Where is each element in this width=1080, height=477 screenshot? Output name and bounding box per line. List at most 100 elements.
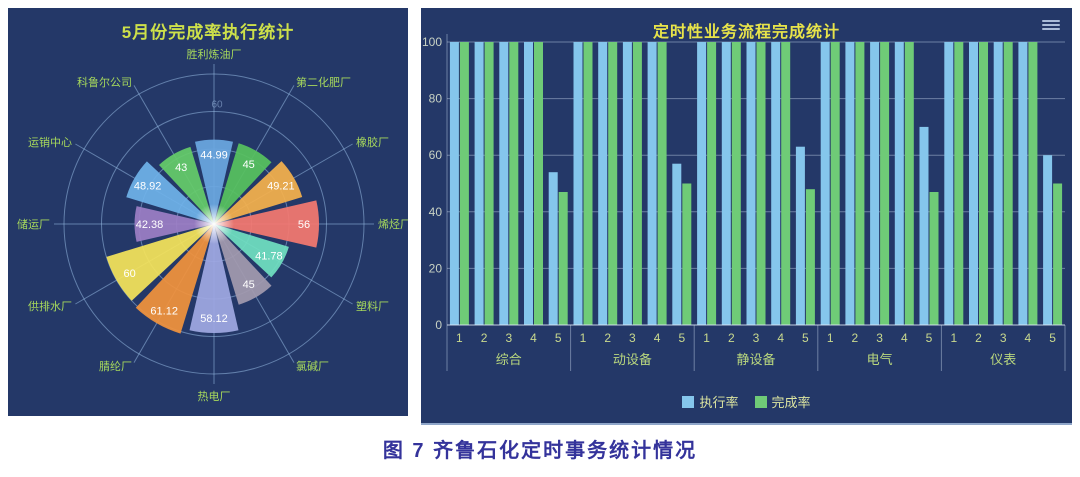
bar-执行率-电气-2[interactable] <box>845 42 855 325</box>
x-tick-label: 3 <box>753 331 760 345</box>
x-tick-label: 4 <box>654 331 661 345</box>
rose-sector-烯烃厂[interactable] <box>214 200 319 248</box>
bar-完成率-静设备-3[interactable] <box>756 42 766 325</box>
x-tick-label: 2 <box>728 331 735 345</box>
rose-sector-科鲁尔公司[interactable] <box>159 146 214 224</box>
bar-执行率-仪表-2[interactable] <box>969 42 978 325</box>
legend-item-完成率[interactable]: 完成率 <box>754 392 811 411</box>
bar-完成率-仪表-5[interactable] <box>1053 183 1063 326</box>
rose-sector-胜利炼油厂[interactable] <box>195 139 233 224</box>
bar-完成率-动设备-5[interactable] <box>682 183 692 326</box>
bar-完成率-电气-5[interactable] <box>929 192 939 325</box>
rose-sector-第二化肥厂[interactable] <box>214 143 272 224</box>
bar-完成率-电气-2[interactable] <box>855 42 865 325</box>
rose-sector-供排水厂[interactable] <box>106 224 214 301</box>
x-tick-label: 3 <box>1000 331 1007 345</box>
x-group-label: 综合 <box>496 352 522 367</box>
y-axis-tick-label: 60 <box>429 148 443 162</box>
bar-执行率-综合-2[interactable] <box>474 42 484 325</box>
rose-category-label: 氯碱厂 <box>296 359 329 373</box>
x-tick-label: 1 <box>456 331 463 345</box>
x-tick-label: 1 <box>950 331 957 345</box>
rose-category-label: 胜利炼油厂 <box>187 47 242 61</box>
bar-执行率-综合-3[interactable] <box>499 42 509 325</box>
x-tick-label: 4 <box>777 331 784 345</box>
bar-执行率-动设备-2[interactable] <box>598 42 608 325</box>
bar-完成率-综合-5[interactable] <box>558 192 568 325</box>
x-tick-label: 2 <box>481 331 488 345</box>
bar-完成率-综合-1[interactable] <box>459 42 469 325</box>
x-tick-label: 3 <box>629 331 636 345</box>
bar-chart-title: 定时性业务流程完成统计 <box>652 24 840 41</box>
bar-执行率-动设备-1[interactable] <box>573 42 583 325</box>
bar-完成率-动设备-1[interactable] <box>583 42 593 325</box>
bar-执行率-静设备-3[interactable] <box>746 42 756 325</box>
bar-执行率-综合-5[interactable] <box>548 172 558 325</box>
bar-完成率-仪表-1[interactable] <box>954 42 964 325</box>
bar-完成率-静设备-4[interactable] <box>781 42 791 325</box>
bar-执行率-仪表-5[interactable] <box>1043 155 1053 325</box>
bar-完成率-动设备-3[interactable] <box>632 42 642 325</box>
bar-完成率-仪表-2[interactable] <box>979 42 988 325</box>
bar-执行率-动设备-3[interactable] <box>622 42 632 325</box>
bar-完成率-综合-4[interactable] <box>534 42 543 325</box>
bar-完成率-动设备-2[interactable] <box>608 42 618 325</box>
y-axis-tick-label: 40 <box>429 205 443 219</box>
bar-执行率-动设备-5[interactable] <box>672 163 682 325</box>
x-group-label: 动设备 <box>613 352 652 367</box>
figure-caption: 图 7 齐鲁石化定时事务统计情况 <box>382 440 698 462</box>
rose-value-label: 60 <box>123 268 135 280</box>
bar-执行率-静设备-2[interactable] <box>721 42 731 325</box>
bar-执行率-电气-5[interactable] <box>919 126 929 326</box>
bar-完成率-仪表-4[interactable] <box>1028 42 1038 325</box>
rose-sector-橡胶厂[interactable] <box>214 161 303 224</box>
rose-value-label: 56 <box>298 219 310 231</box>
bar-执行率-综合-1[interactable] <box>449 42 459 325</box>
rose-category-label: 运销中心 <box>28 135 72 149</box>
rose-sector-氯碱厂[interactable] <box>214 224 272 305</box>
bar-完成率-综合-2[interactable] <box>484 42 494 325</box>
bar-执行率-静设备-1[interactable] <box>697 42 707 325</box>
legend-swatch <box>682 395 695 408</box>
bar-完成率-电气-1[interactable] <box>830 42 840 325</box>
bar-chart-panel: 定时性业务流程完成统计 0 20 40 60 80 100 综合 1 2 3 4 5 动设备 1 2 3 4 5 静… <box>421 8 1072 425</box>
radial-axis-label: 60 <box>211 100 223 111</box>
bar-执行率-静设备-5[interactable] <box>795 146 805 325</box>
bar-执行率-动设备-4[interactable] <box>647 42 657 325</box>
x-group-label: 静设备 <box>736 352 775 367</box>
x-tick-label: 4 <box>530 331 537 345</box>
x-tick-label: 3 <box>876 331 883 345</box>
hamburger-menu-icon[interactable] <box>1042 18 1060 32</box>
rose-sector-储运厂[interactable] <box>134 206 214 242</box>
x-tick-label: 5 <box>678 331 685 345</box>
bar-执行率-静设备-4[interactable] <box>771 42 781 325</box>
y-axis-tick-label: 80 <box>429 92 443 106</box>
y-axis-tick-label: 0 <box>435 318 442 332</box>
rose-sector-热电厂[interactable] <box>189 224 239 333</box>
bar-完成率-静设备-1[interactable] <box>707 42 717 325</box>
rose-chart-title: 5月份完成率执行统计 <box>121 23 295 42</box>
bar-执行率-仪表-3[interactable] <box>993 42 1003 325</box>
legend-item-执行率[interactable]: 执行率 <box>682 392 739 411</box>
bar-执行率-电气-3[interactable] <box>870 42 880 325</box>
x-tick-label: 2 <box>852 331 859 345</box>
bar-执行率-仪表-1[interactable] <box>944 42 954 325</box>
bar-执行率-电气-4[interactable] <box>894 42 904 325</box>
bar-完成率-静设备-2[interactable] <box>731 42 741 325</box>
bar-完成率-仪表-3[interactable] <box>1003 42 1013 325</box>
bar-执行率-综合-4[interactable] <box>524 42 533 325</box>
bar-完成率-综合-3[interactable] <box>509 42 519 325</box>
bar-执行率-电气-1[interactable] <box>820 42 830 325</box>
bar-完成率-电气-4[interactable] <box>904 42 914 325</box>
bar-完成率-电气-3[interactable] <box>880 42 890 325</box>
rose-sector-塑料厂[interactable] <box>214 224 289 278</box>
rose-value-label: 45 <box>243 279 255 291</box>
rose-sector-腈纶厂[interactable] <box>135 224 214 334</box>
y-axis-tick-label: 100 <box>422 35 442 49</box>
bar-执行率-仪表-4[interactable] <box>1018 42 1028 325</box>
bar-完成率-动设备-4[interactable] <box>657 42 667 325</box>
rose-category-label: 塑料厂 <box>356 299 389 313</box>
rose-sector-运销中心[interactable] <box>126 161 214 224</box>
bar-完成率-静设备-5[interactable] <box>805 189 815 325</box>
